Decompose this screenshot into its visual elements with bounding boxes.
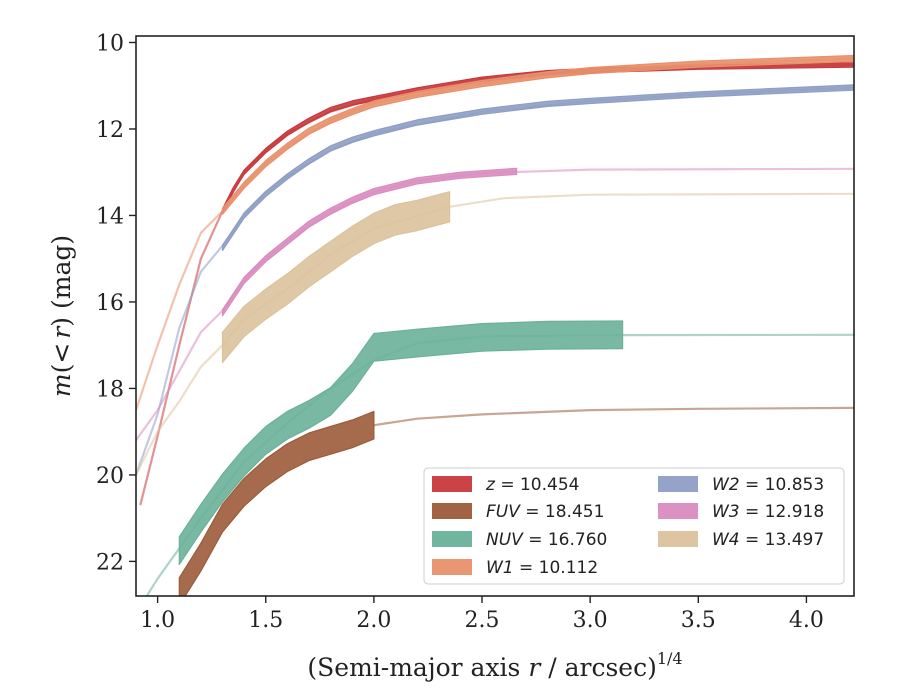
series-w4-measured-band: [221, 191, 451, 364]
legend: z = 10.454 FUV = 18.451 NUV = 16.760 W1 = 1…: [423, 467, 845, 585]
y-tick-label: 20: [96, 464, 124, 489]
series-w3: [136, 167, 854, 441]
x-tick-label: 3.5: [681, 608, 716, 633]
legend-label: W2 = 10.853: [712, 475, 824, 495]
y-axis-label-open: (: [47, 364, 76, 374]
y-axis: 10 12 14 16 18 20 22: [96, 31, 136, 575]
legend-label-value: = 10.853: [740, 475, 825, 495]
y-axis-label-unit: (mag): [47, 235, 76, 317]
series-w2-measured-band: [221, 84, 854, 252]
y-axis-label-r: r: [47, 325, 76, 339]
series-layer: [136, 54, 854, 596]
legend-label-var: FUV: [486, 502, 521, 522]
y-tick-label: 22: [96, 550, 124, 575]
x-tick-label: 3.0: [573, 608, 608, 633]
legend-swatch: [658, 531, 698, 547]
legend-label: W4 = 13.497: [712, 530, 824, 550]
legend-entry-w3: W3 = 12.918: [658, 502, 824, 522]
legend-label-value: = 13.497: [740, 530, 825, 550]
legend-entry-z: z = 10.454: [432, 475, 579, 495]
legend-entry-w2: W2 = 10.853: [658, 475, 824, 495]
series-z-measured-band: [221, 62, 854, 214]
legend-label-var: W3: [712, 502, 740, 522]
x-tick-label: 2.5: [465, 608, 500, 633]
x-axis-label-post: / arcsec): [540, 653, 657, 682]
y-tick-label: 14: [96, 204, 124, 229]
legend-label: W1 = 10.112: [486, 558, 598, 578]
y-axis-label: m(< r) (mag): [47, 235, 76, 397]
x-tick-label: 4.0: [789, 608, 824, 633]
legend-entry-w1: W1 = 10.112: [432, 558, 598, 578]
legend-swatch: [432, 503, 472, 519]
y-tick-label: 12: [96, 118, 124, 143]
legend-label-var: W1: [486, 558, 514, 578]
plot-frame: [135, 35, 855, 597]
legend-swatch: [432, 476, 472, 492]
legend-entry-w4: W4 = 13.497: [658, 530, 824, 550]
series-w1: [136, 54, 854, 411]
x-axis: 1.0 1.5 2.0 2.5 3.0 3.5 4.0: [140, 596, 824, 633]
x-axis-label-var: r: [528, 653, 542, 682]
legend-frame: [423, 467, 845, 585]
legend-label: W3 = 12.918: [712, 502, 824, 522]
legend-label-value: = 18.451: [520, 502, 605, 522]
y-tick-label: 16: [96, 291, 124, 316]
y-axis-label-close: ): [47, 317, 76, 327]
y-axis-label-m: m: [47, 373, 76, 397]
legend-label-var: NUV: [486, 530, 524, 550]
series-w3-measured-band: [221, 167, 518, 317]
x-tick-label: 1.0: [140, 608, 175, 633]
y-axis-label-lt: <: [47, 343, 76, 364]
legend-label-value: = 10.112: [514, 558, 599, 578]
series-w4: [136, 191, 854, 476]
x-axis-label-sup: 1/4: [657, 649, 683, 668]
legend-entry-nuv: NUV = 16.760: [432, 530, 607, 550]
series-fuv-extrapolated-line: [373, 406, 854, 427]
y-tick-label: 18: [96, 377, 124, 402]
legend-swatch: [432, 559, 472, 575]
x-axis-label: (Semi-major axis r / arcsec)1/4: [307, 649, 682, 682]
series-fuv: [178, 406, 854, 596]
x-tick-label: 2.0: [356, 608, 391, 633]
series-fuv-measured-band: [178, 410, 375, 596]
series-nuv: [145, 320, 854, 596]
x-tick-label: 1.5: [248, 608, 283, 633]
legend-label: FUV = 18.451: [486, 502, 604, 522]
legend-label-value: = 12.918: [740, 502, 825, 522]
series-w1-measured-band: [221, 54, 854, 215]
legend-label-value: = 10.454: [495, 475, 580, 495]
series-nuv-measured-band: [178, 320, 624, 566]
legend-label-var: W2: [712, 475, 740, 495]
legend-label: z = 10.454: [485, 475, 579, 495]
series-w2: [136, 84, 854, 476]
legend-label-value: = 16.760: [523, 530, 608, 550]
legend-swatch: [658, 503, 698, 519]
legend-label-var: z: [485, 475, 496, 495]
legend-label: NUV = 16.760: [486, 530, 607, 550]
legend-swatch: [432, 531, 472, 547]
y-tick-label: 10: [96, 31, 124, 56]
legend-swatch: [658, 476, 698, 492]
legend-label-var: W4: [712, 530, 740, 550]
x-axis-label-pre: (Semi-major axis: [307, 653, 528, 682]
legend-entry-fuv: FUV = 18.451: [432, 502, 604, 522]
